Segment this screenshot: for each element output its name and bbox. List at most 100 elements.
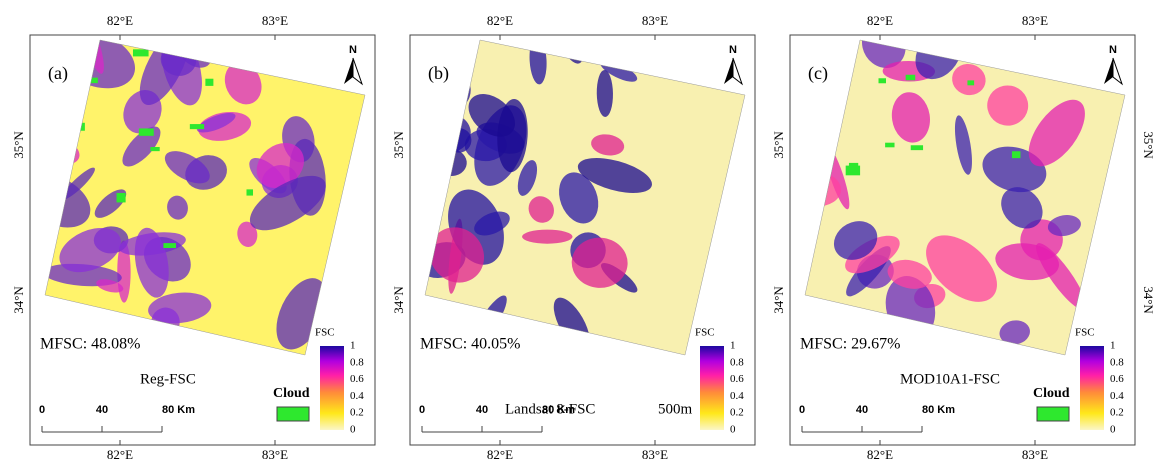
north-label: N xyxy=(1109,44,1117,56)
legend-tick-label: 0.8 xyxy=(1110,356,1124,368)
bottom-tick-label: 82°E xyxy=(487,447,513,462)
top-tick-label: 83°E xyxy=(1022,13,1048,28)
right-tick-label: 35°N xyxy=(1141,131,1156,159)
snow-patch xyxy=(196,112,236,133)
raster-outline xyxy=(44,39,366,356)
map-panel: 82°E 83°E 82°E 83°E 35°N 34°N (a) N MFSC: 48.08%… xyxy=(11,13,376,462)
legend-tick-label: 0.2 xyxy=(350,407,364,419)
legend-tick-label: 0 xyxy=(350,424,356,436)
cloud-patch xyxy=(132,49,149,57)
top-tick-label: 83°E xyxy=(262,13,288,28)
cloud-patch xyxy=(163,243,176,249)
legend-tick-label: 0.6 xyxy=(350,373,364,385)
cloud-patch xyxy=(905,74,916,81)
right-tick-label: 34°N xyxy=(1141,286,1156,314)
legend-title: FSC xyxy=(1075,327,1095,339)
panel-label: (a) xyxy=(48,63,68,84)
legend-tick-label: 0.2 xyxy=(1110,407,1124,419)
snow-patch xyxy=(887,259,932,289)
mfsc-label: MFSC: 48.08% xyxy=(40,336,140,353)
north-arrow xyxy=(1104,58,1113,84)
north-label: N xyxy=(349,44,357,56)
cloud-patch xyxy=(150,146,160,152)
cloud-label: Cloud xyxy=(273,386,310,401)
map-title: Reg-FSC xyxy=(140,371,196,387)
map-title: MOD10A1-FSC xyxy=(900,371,1000,387)
snow-patch xyxy=(845,235,900,274)
snow-patch xyxy=(528,196,554,223)
top-tick-label: 82°E xyxy=(107,13,133,28)
raster xyxy=(805,40,1087,345)
snow-patch xyxy=(249,175,326,231)
scale-label: 40 xyxy=(476,404,488,416)
raster-outline xyxy=(424,39,746,356)
legend-tick-label: 0.6 xyxy=(730,373,744,385)
snow-patch xyxy=(805,113,830,160)
scale-label: 80 Km xyxy=(922,404,955,416)
top-tick-label: 82°E xyxy=(487,13,513,28)
snow-patch xyxy=(59,227,121,273)
cloud-swatch xyxy=(1036,406,1070,422)
bottom-tick-label: 82°E xyxy=(107,447,133,462)
top-tick-label: 82°E xyxy=(867,13,893,28)
legend-tick-label: 0.4 xyxy=(1110,390,1124,402)
legend-tick-label: 1 xyxy=(1110,340,1116,352)
scale-label: 40 xyxy=(96,404,108,416)
snow-patch xyxy=(1059,40,1080,58)
bottom-tick-label: 83°E xyxy=(262,447,288,462)
snow-patch xyxy=(833,221,878,260)
cloud-patch xyxy=(87,77,98,84)
left-tick-label: 34°N xyxy=(771,286,786,314)
cloud-patch xyxy=(967,80,975,86)
snow-patch xyxy=(164,151,210,184)
panel-frame xyxy=(789,34,1136,446)
legend-tick-label: 0.6 xyxy=(1110,373,1124,385)
snow-patch xyxy=(571,237,628,288)
snow-patch xyxy=(1001,187,1043,229)
snow-patch xyxy=(987,85,1029,126)
north-arrow xyxy=(344,58,353,84)
colorbar xyxy=(1080,346,1104,430)
snow-patch xyxy=(999,320,1030,345)
map-panel: 82°E 83°E 82°E 83°E 35°N 34°N 35°N 34°N (c) N MFSC… xyxy=(771,13,1156,462)
north-arrow xyxy=(724,58,733,84)
snow-patch xyxy=(429,227,485,283)
snow-patch xyxy=(96,279,124,293)
panel-label: (b) xyxy=(428,63,449,84)
cloud-patch xyxy=(189,124,205,130)
snow-patch xyxy=(224,62,262,105)
north-label: N xyxy=(729,44,737,56)
map-title: Landsat 8-FSC xyxy=(505,401,595,417)
legend-tick-label: 0.4 xyxy=(730,390,744,402)
left-tick-label: 35°N xyxy=(771,131,786,159)
snow-patch xyxy=(891,92,931,143)
cloud-patch xyxy=(878,78,886,84)
snow-patch xyxy=(591,134,625,156)
snow-patch xyxy=(256,143,304,189)
cloud-swatch xyxy=(276,406,310,422)
snow-patch xyxy=(1028,99,1085,167)
legend-title: FSC xyxy=(315,327,335,339)
scale-label: 80 Km xyxy=(162,404,195,416)
cloud-patch xyxy=(885,142,895,148)
bottom-tick-label: 82°E xyxy=(867,447,893,462)
legend-tick-label: 0.2 xyxy=(730,407,744,419)
left-tick-label: 35°N xyxy=(391,131,406,159)
snow-patch xyxy=(577,157,652,193)
north-arrow xyxy=(352,57,364,86)
scale-label: 0 xyxy=(419,404,425,416)
bottom-tick-label: 83°E xyxy=(1022,447,1048,462)
cloud-patch xyxy=(116,192,126,203)
cloud-patch xyxy=(205,78,214,86)
snow-patch xyxy=(61,167,95,200)
mfsc-label: MFSC: 40.05% xyxy=(420,336,520,353)
map-panel: 82°E 83°E 82°E 83°E 35°N 34°N (b) N MFSC: 40.05%… xyxy=(391,13,756,462)
snow-patch xyxy=(474,211,510,236)
top-tick-label: 83°E xyxy=(642,13,668,28)
cloud-patch xyxy=(246,189,254,196)
legend-tick-label: 0 xyxy=(730,424,736,436)
snow-patch xyxy=(167,195,188,220)
panel-label: (c) xyxy=(808,63,828,84)
scale-label: 0 xyxy=(39,404,45,416)
